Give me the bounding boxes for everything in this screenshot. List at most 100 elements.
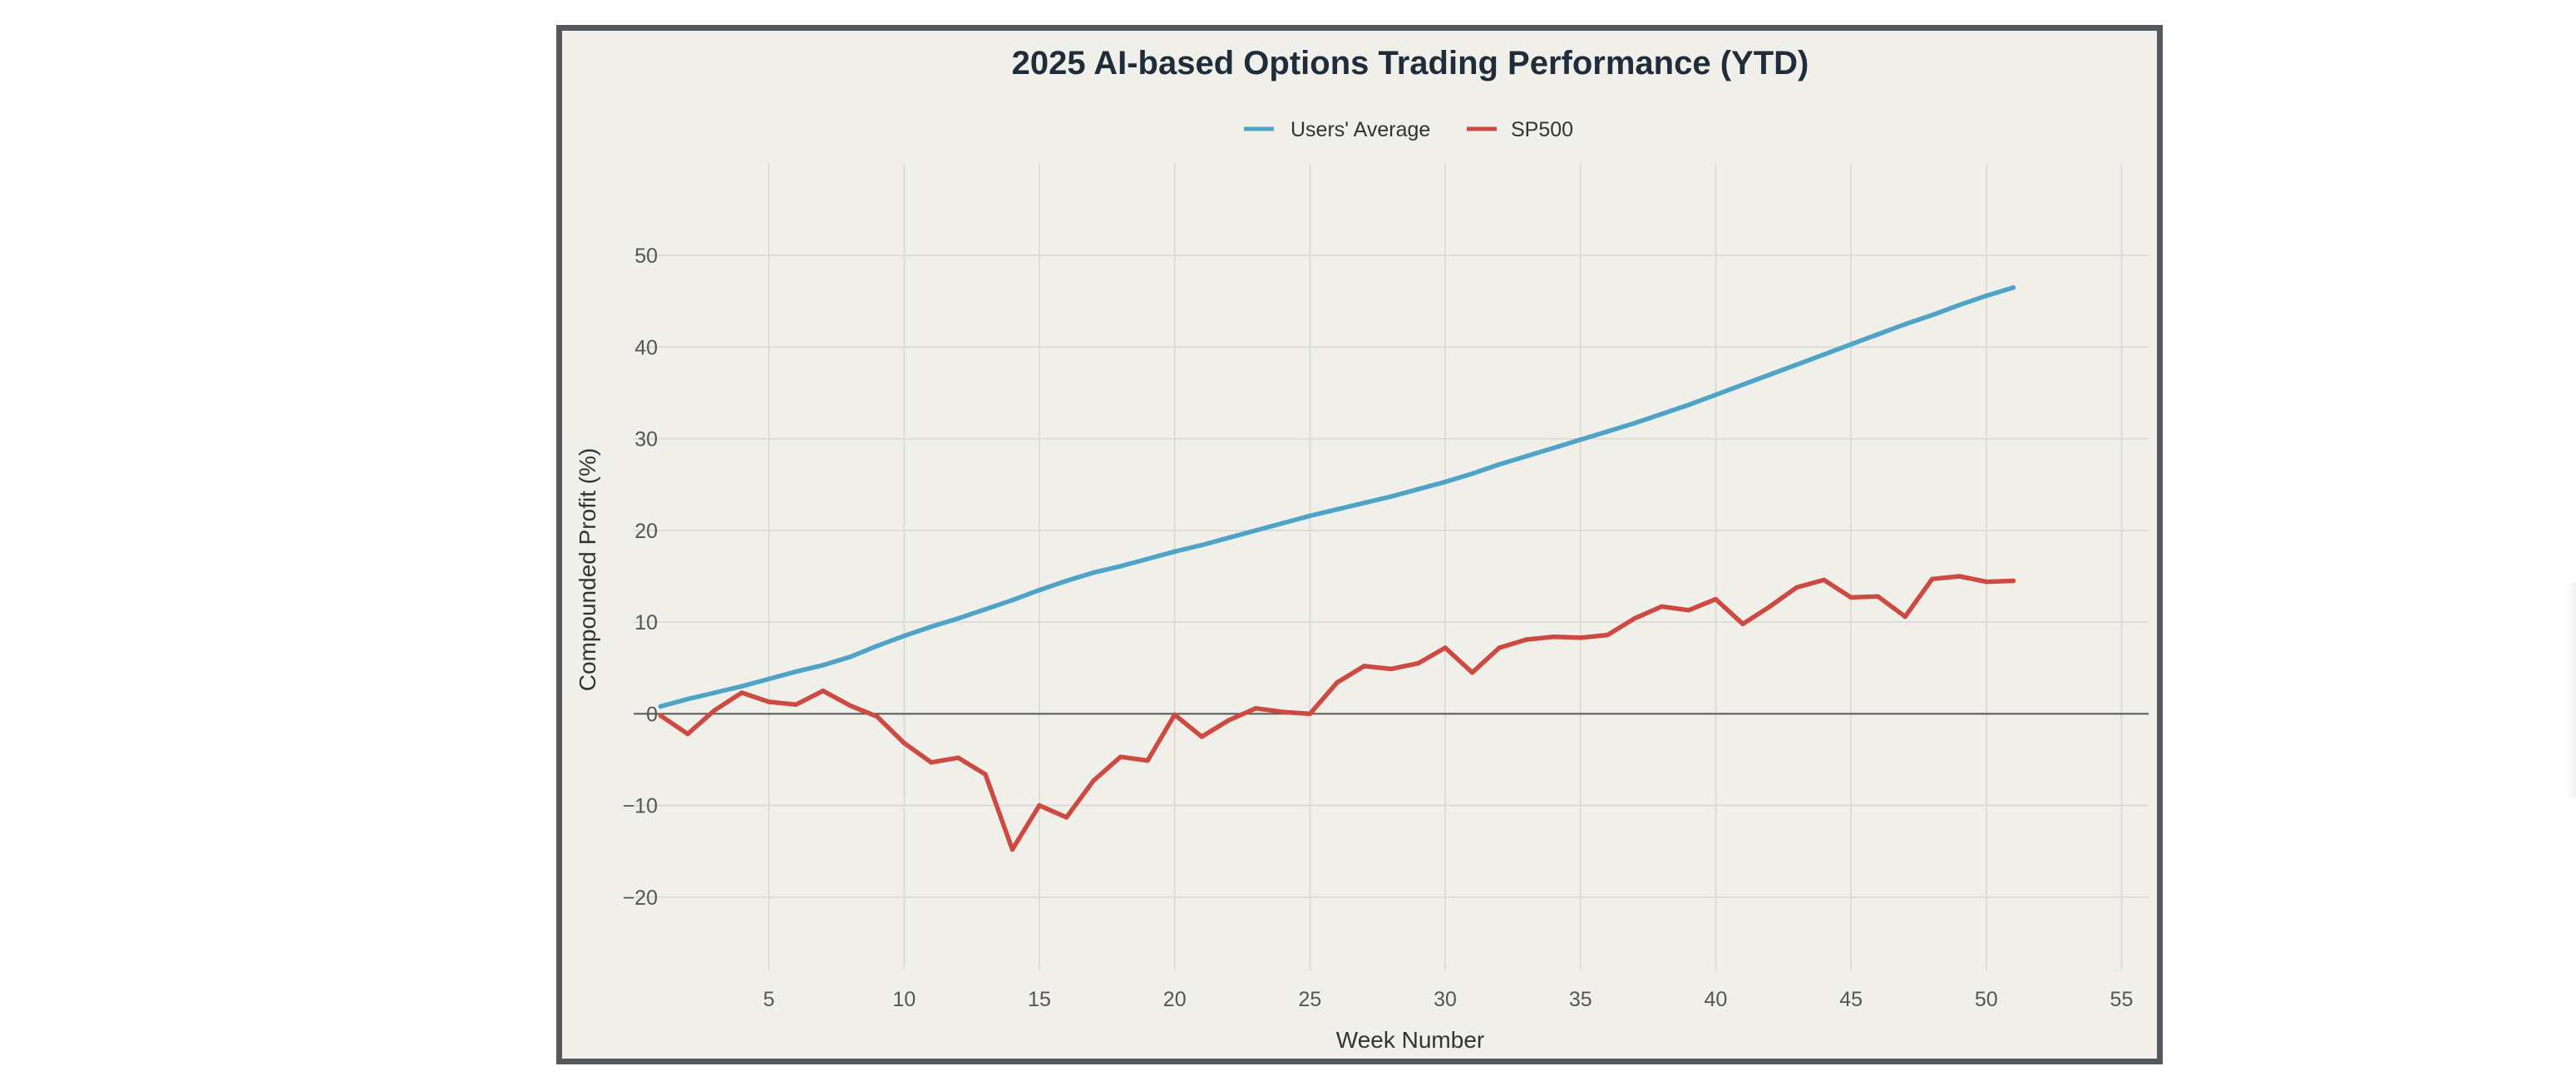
data-point-users-average-week-19 (1145, 556, 1150, 561)
data-point-sp500-week-3 (712, 708, 718, 713)
x-tick-label-15: 15 (1028, 988, 1051, 1011)
data-point-users-average-week-48 (1929, 313, 1935, 318)
data-point-users-average-week-1 (658, 703, 664, 709)
y-tick-label-10: 10 (634, 611, 658, 634)
chart: 5 10 15 20 25 30 35 40 45 50 55 −20−1001020304050 … (575, 45, 2149, 1053)
data-point-users-average-week-6 (793, 669, 799, 674)
y-tick-label--20: −20 (623, 886, 658, 910)
data-point-sp500-week-16 (1063, 815, 1069, 820)
data-point-users-average-week-35 (1577, 437, 1583, 442)
series-line-users-average (658, 285, 2016, 709)
legend-label-sp500: SP500 (1511, 118, 1573, 141)
data-point-users-average-week-22 (1226, 535, 1231, 541)
data-point-users-average-week-31 (1469, 471, 1475, 476)
data-point-sp500-week-28 (1389, 666, 1394, 672)
data-point-sp500-week-22 (1226, 718, 1231, 723)
y-tick-label-30: 30 (634, 428, 658, 452)
data-point-users-average-week-7 (820, 663, 826, 668)
x-axis-label: Week Number (1336, 1027, 1484, 1053)
data-point-sp500-week-24 (1281, 709, 1286, 714)
x-tick-label-10: 10 (892, 988, 915, 1011)
data-point-sp500-week-12 (955, 755, 961, 761)
data-point-users-average-week-27 (1361, 501, 1367, 506)
data-point-sp500-week-14 (1009, 847, 1015, 852)
data-point-users-average-week-16 (1063, 578, 1069, 584)
data-point-sp500-week-32 (1497, 645, 1502, 650)
legend: Users' Average SP500 (1244, 118, 1573, 141)
x-tick-label-30: 30 (1434, 988, 1457, 1011)
data-point-users-average-week-32 (1497, 462, 1502, 467)
x-tick-label-5: 5 (763, 988, 775, 1011)
data-point-sp500-week-25 (1307, 711, 1313, 717)
data-point-sp500-week-19 (1145, 758, 1150, 763)
data-point-sp500-week-51 (2011, 578, 2016, 584)
data-point-sp500-week-44 (1821, 577, 1827, 583)
data-point-users-average-week-14 (1009, 597, 1015, 603)
data-point-users-average-week-39 (1686, 402, 1691, 407)
data-point-sp500-week-37 (1632, 615, 1637, 621)
data-point-users-average-week-28 (1389, 494, 1394, 499)
data-point-users-average-week-41 (1740, 382, 1745, 388)
data-point-sp500-week-38 (1659, 604, 1665, 610)
data-point-users-average-week-36 (1605, 429, 1611, 434)
y-axis-label: Compounded Profit (%) (575, 448, 600, 692)
data-point-sp500-week-36 (1605, 632, 1611, 638)
x-tick-labels: 5 10 15 20 25 30 35 40 45 50 55 (763, 988, 2134, 1011)
data-point-sp500-week-7 (820, 689, 826, 694)
data-point-sp500-week-8 (847, 703, 853, 708)
data-point-sp500-week-5 (766, 699, 772, 704)
chart-title: 2025 AI-based Options Trading Performanc… (1012, 45, 1809, 81)
data-point-sp500-week-2 (685, 731, 690, 737)
x-tick-label-55: 55 (2110, 988, 2134, 1011)
grid-layer (634, 164, 2149, 970)
data-point-sp500-week-1 (658, 713, 664, 718)
x-tick-label-40: 40 (1705, 988, 1728, 1011)
data-point-users-average-week-40 (1713, 392, 1719, 397)
series-points-sp500 (658, 574, 2016, 852)
data-point-users-average-week-24 (1281, 521, 1286, 526)
x-tick-label-20: 20 (1163, 988, 1187, 1011)
data-point-sp500-week-47 (1902, 614, 1907, 620)
data-point-users-average-week-51 (2011, 285, 2016, 290)
data-point-users-average-week-26 (1335, 506, 1340, 512)
y-tick-labels: −20 −10 0 10 20 30 40 50 (623, 244, 658, 910)
chart-frame: 5 10 15 20 25 30 35 40 45 50 55 −20 −10 0 10 20 30 40 50 … (556, 25, 2163, 1064)
legend-label-users-average: Users' Average (1290, 118, 1430, 141)
data-point-users-average-week-49 (1957, 302, 1962, 308)
series-points-users-average (658, 285, 2016, 709)
data-point-sp500-week-40 (1713, 596, 1719, 602)
data-point-sp500-week-49 (1957, 574, 1962, 579)
data-point-sp500-week-35 (1577, 635, 1583, 640)
y-tick-label-0: 0 (646, 703, 658, 726)
data-point-sp500-week-6 (793, 702, 799, 708)
data-point-users-average-week-5 (766, 676, 772, 682)
data-point-users-average-week-46 (1875, 332, 1881, 337)
data-point-sp500-week-33 (1523, 637, 1529, 642)
data-point-sp500-week-4 (739, 690, 744, 695)
data-point-sp500-week-13 (983, 772, 988, 777)
data-point-users-average-week-45 (1848, 342, 1853, 347)
data-point-users-average-week-34 (1551, 445, 1557, 451)
data-point-sp500-week-45 (1848, 595, 1853, 600)
data-point-users-average-week-50 (1983, 293, 1989, 299)
y-tick-label--10: −10 (623, 795, 658, 818)
data-point-sp500-week-30 (1443, 645, 1448, 650)
data-point-sp500-week-27 (1361, 664, 1367, 669)
data-point-sp500-week-41 (1740, 621, 1745, 627)
data-point-sp500-week-34 (1551, 634, 1557, 639)
data-point-users-average-week-15 (1037, 587, 1042, 593)
series-line-sp500 (658, 574, 2016, 852)
data-point-sp500-week-31 (1469, 669, 1475, 675)
data-point-sp500-week-18 (1118, 754, 1123, 759)
data-point-users-average-week-8 (847, 654, 853, 659)
data-point-sp500-week-11 (929, 759, 934, 765)
data-point-sp500-week-17 (1091, 778, 1096, 783)
x-tick-label-50: 50 (1975, 988, 1998, 1011)
data-point-users-average-week-2 (685, 696, 690, 702)
series-layer (658, 285, 2016, 852)
edge-shadow (2564, 582, 2576, 798)
data-point-sp500-week-10 (901, 740, 907, 746)
data-point-sp500-week-50 (1983, 579, 1989, 585)
x-tick-label-35: 35 (1569, 988, 1592, 1011)
